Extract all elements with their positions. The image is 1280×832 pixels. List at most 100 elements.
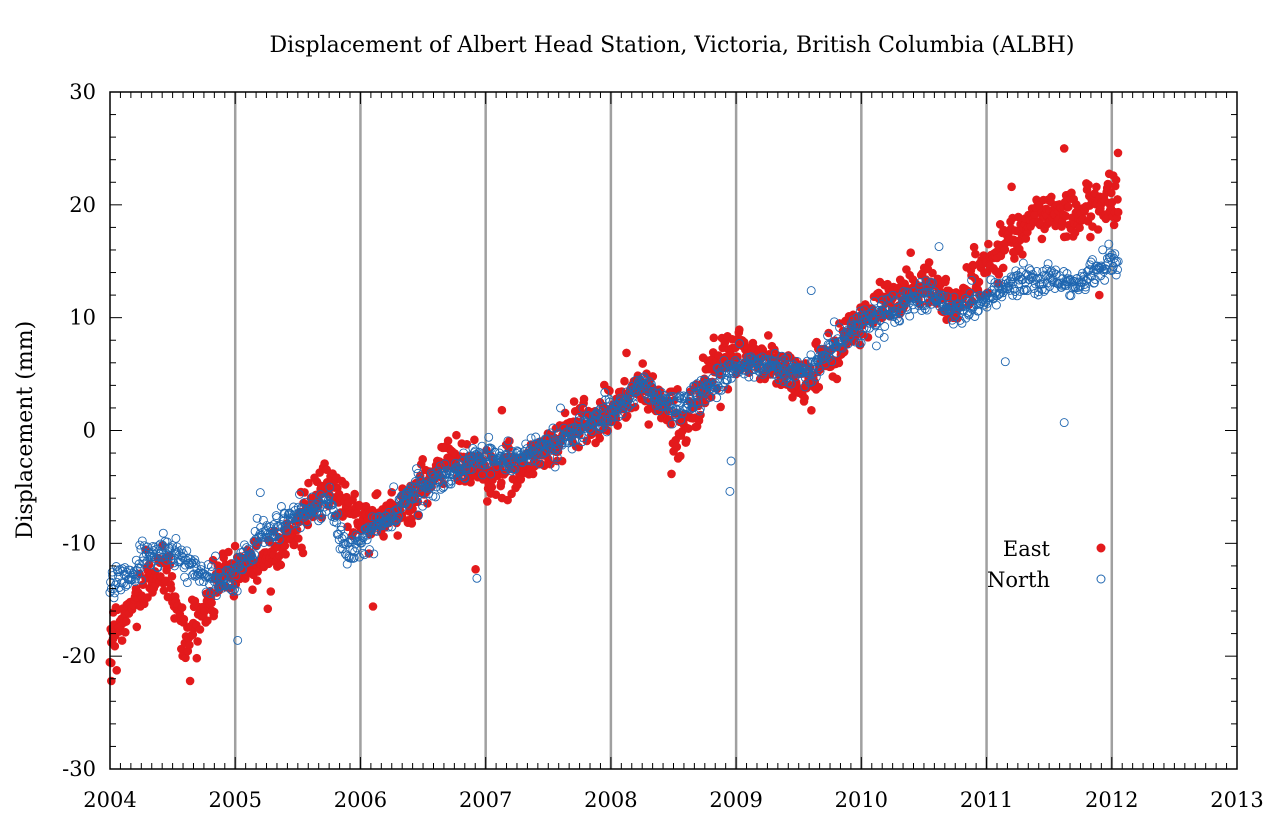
north-point: [393, 504, 403, 514]
east-point: [496, 478, 506, 488]
east-point: [293, 534, 303, 543]
north-point: [1022, 286, 1032, 296]
east-point: [1103, 179, 1113, 189]
north-point: [527, 456, 537, 466]
north-point: [880, 322, 890, 331]
north-point: [967, 275, 977, 285]
north-point: [495, 451, 505, 461]
north-point: [779, 365, 789, 375]
north-point: [744, 372, 754, 382]
east-point: [132, 622, 142, 632]
east-point: [179, 614, 189, 624]
east-point: [107, 676, 116, 686]
north-point: [158, 528, 168, 538]
east-point: [906, 248, 916, 257]
north-point: [1081, 282, 1091, 292]
north-point: [1011, 266, 1021, 276]
north-point: [876, 310, 885, 319]
north-point: [919, 301, 929, 311]
north-point: [888, 290, 898, 300]
east-point: [143, 593, 152, 602]
north-point: [1046, 268, 1056, 278]
north-point: [617, 409, 627, 419]
north-point: [1032, 266, 1042, 276]
y-tick-label: -10: [62, 531, 96, 555]
north-point: [695, 404, 705, 414]
north-point: [938, 291, 948, 301]
north-point: [989, 282, 999, 292]
north-point: [182, 546, 192, 556]
east-point: [941, 274, 951, 284]
east-point: [569, 397, 579, 406]
east-point: [1093, 225, 1103, 234]
north-point: [232, 586, 242, 596]
north-point: [1035, 279, 1045, 288]
north-point: [705, 378, 715, 387]
north-point: [391, 516, 401, 526]
east-point: [209, 607, 219, 617]
east-point: [994, 270, 1004, 279]
north-point: [362, 535, 372, 545]
north-point: [1104, 239, 1114, 249]
north-point: [250, 550, 260, 560]
east-point: [252, 576, 262, 585]
north-point: [593, 417, 603, 427]
north-point: [361, 524, 371, 534]
east-point: [185, 640, 194, 650]
north-point: [865, 318, 875, 328]
north-point: [192, 564, 202, 574]
north-point: [455, 465, 465, 475]
north-point: [1100, 275, 1110, 285]
east-point: [190, 596, 200, 606]
north-point: [874, 328, 884, 338]
north-point: [116, 585, 126, 595]
east-point: [638, 359, 648, 368]
north-point: [922, 305, 932, 315]
north-point: [871, 341, 881, 351]
north-point: [587, 427, 597, 437]
north-point: [676, 415, 686, 425]
north-point: [757, 364, 766, 374]
north-point: [207, 567, 217, 577]
north-point: [725, 486, 735, 496]
north-point: [431, 492, 441, 502]
north-point: [632, 387, 641, 397]
east-point: [166, 584, 176, 593]
y-tick-label: -20: [62, 644, 96, 668]
north-point: [447, 476, 456, 486]
north-point: [578, 403, 588, 413]
east-point: [672, 442, 682, 452]
legend-label-north: North: [987, 568, 1050, 592]
north-point: [491, 456, 501, 466]
north-point: [1083, 266, 1093, 276]
north-point: [639, 372, 649, 382]
north-point: [517, 458, 527, 468]
east-point: [266, 587, 276, 596]
north-point: [307, 492, 317, 502]
north-point: [886, 308, 896, 318]
north-point: [821, 351, 831, 361]
north-point: [949, 292, 959, 302]
east-point: [971, 249, 980, 259]
north-point: [275, 527, 285, 537]
north-point: [892, 307, 902, 316]
east-point: [998, 263, 1008, 273]
north-point: [467, 465, 477, 474]
north-point: [233, 635, 243, 645]
north-point: [1019, 286, 1029, 296]
east-point: [675, 451, 685, 461]
north-point: [225, 578, 235, 588]
east-point: [974, 277, 984, 287]
north-point: [896, 305, 906, 315]
north-point: [357, 532, 367, 542]
north-point: [408, 493, 418, 503]
north-point: [206, 562, 216, 571]
north-point: [875, 316, 885, 326]
north-point: [460, 473, 470, 483]
north-point: [168, 541, 178, 551]
north-point: [575, 426, 585, 435]
north-point: [190, 555, 200, 565]
year-divider-lines: [233, 92, 1114, 769]
north-point: [533, 450, 543, 460]
north-point: [408, 494, 418, 504]
